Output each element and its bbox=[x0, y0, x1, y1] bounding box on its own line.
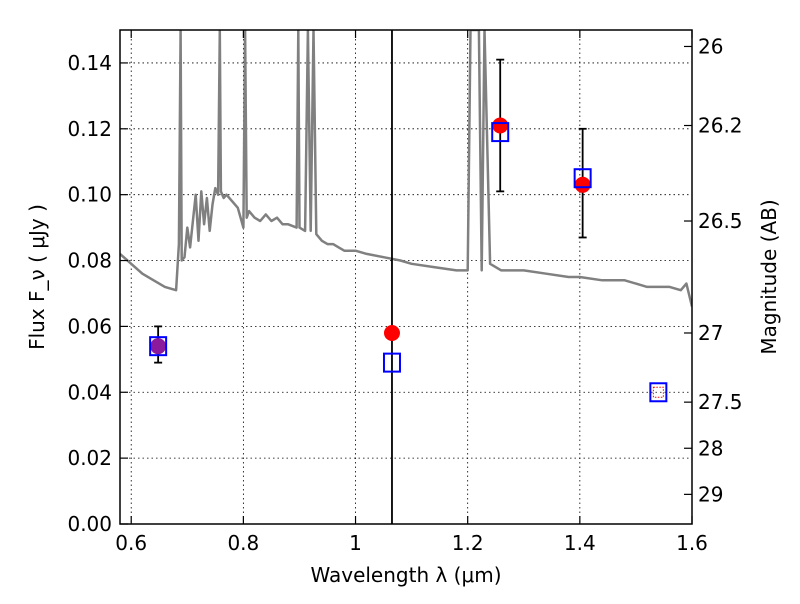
x-tick-label: 1.2 bbox=[452, 531, 484, 555]
flux-point-circle bbox=[150, 338, 167, 355]
x-axis-label: Wavelength λ (μm) bbox=[310, 563, 501, 587]
y-tick-label: 0.00 bbox=[67, 512, 112, 536]
upper-limit-square bbox=[652, 386, 664, 398]
y-tick-label: 0.04 bbox=[67, 380, 112, 404]
y-tick-label: 0.08 bbox=[67, 249, 112, 273]
marker-layer bbox=[149, 58, 668, 403]
right-tick-label: 26 bbox=[698, 34, 723, 58]
flux-point-circle bbox=[574, 176, 591, 193]
right-tick-label: 26.5 bbox=[698, 209, 743, 233]
model-flux-square bbox=[491, 122, 510, 143]
model-flux-square bbox=[573, 168, 592, 189]
model-spectrum-line bbox=[120, 30, 692, 307]
y-tick-label: 0.02 bbox=[67, 446, 112, 470]
model-spectrum-layer bbox=[120, 30, 692, 307]
flux-point-circle bbox=[383, 324, 400, 341]
tick-layer: 0.6 0.8 1 1.2 1.4 1.6 0.00 0.02 0.04 0.06 0.08 0.10… bbox=[67, 30, 743, 555]
model-flux-square bbox=[382, 352, 401, 373]
y-tick-label: 0.10 bbox=[67, 183, 112, 207]
x-tick-label: 1.4 bbox=[564, 531, 596, 555]
y-tick-label: 0.12 bbox=[67, 117, 112, 141]
x-tick-label: 1 bbox=[349, 531, 362, 555]
x-tick-label: 0.8 bbox=[227, 531, 259, 555]
right-tick-label: 27 bbox=[698, 321, 723, 345]
right-tick-label: 28 bbox=[698, 436, 723, 460]
model-flux-square bbox=[649, 382, 668, 403]
y-axis-label: Flux F_ν ( μJy ) bbox=[25, 204, 49, 350]
right-tick-label: 27.5 bbox=[698, 390, 743, 414]
x-tick-label: 1.6 bbox=[676, 531, 708, 555]
right-tick-label: 26.2 bbox=[698, 114, 743, 138]
y-tick-label: 0.14 bbox=[67, 51, 112, 75]
right-axis-label: Magnitude (AB) bbox=[757, 199, 781, 354]
model-flux-square bbox=[149, 336, 168, 357]
y-tick-label: 0.06 bbox=[67, 314, 112, 338]
x-tick-label: 0.6 bbox=[115, 531, 147, 555]
plot-frame bbox=[119, 29, 693, 525]
grid-layer bbox=[120, 30, 692, 524]
right-tick-label: 29 bbox=[698, 482, 723, 506]
flux-point-circle bbox=[492, 117, 509, 134]
